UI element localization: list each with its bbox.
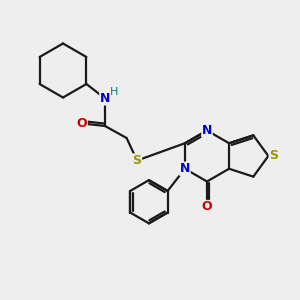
Text: N: N (180, 162, 190, 175)
Text: H: H (110, 87, 118, 97)
Text: S: S (133, 154, 142, 167)
Text: N: N (202, 124, 212, 137)
Text: O: O (202, 200, 212, 214)
Text: N: N (100, 92, 110, 105)
Text: O: O (76, 117, 87, 130)
Text: S: S (269, 149, 278, 163)
